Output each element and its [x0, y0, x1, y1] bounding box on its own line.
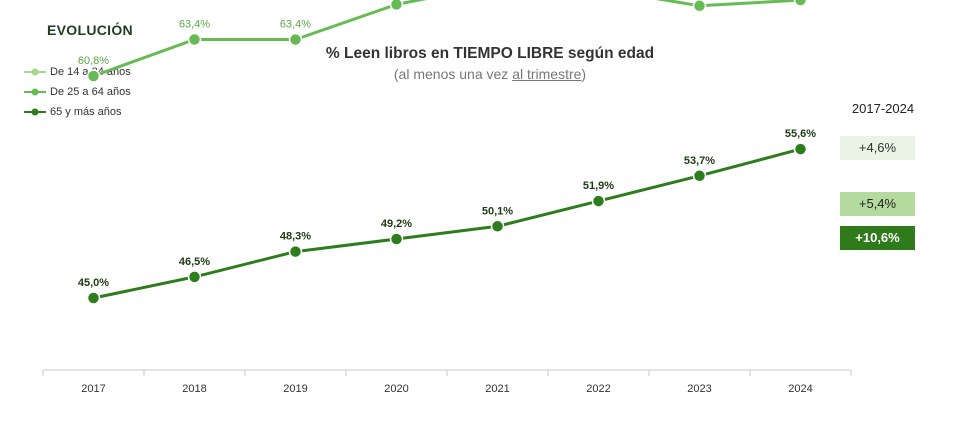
x-tick-label: 2020	[384, 383, 408, 395]
x-tick-label: 2018	[182, 383, 206, 395]
x-tick-label: 2017	[81, 383, 105, 395]
data-label: 63,4%	[179, 19, 210, 31]
x-tick-label: 2024	[788, 383, 812, 395]
legend-marker-25-64	[24, 88, 46, 96]
data-point	[86, 69, 101, 83]
data-point	[793, 142, 808, 156]
subtitle-text-start: (al menos una vez	[393, 66, 513, 82]
data-point	[187, 270, 202, 284]
data-point	[692, 0, 707, 13]
data-point	[288, 32, 303, 47]
subtitle-underlined: al trimestre	[512, 66, 582, 82]
data-label: 53,7%	[684, 155, 715, 167]
data-label: 45,0%	[78, 277, 109, 289]
chart-subtitle: (al menos una vez al trimestre)	[0, 66, 980, 82]
data-label: 48,3%	[280, 231, 311, 243]
data-point	[692, 169, 707, 183]
data-label: 46,5%	[179, 256, 210, 268]
legend-label: 65 y más años	[50, 106, 122, 118]
legend-marker-65-plus	[24, 108, 46, 116]
legend-marker-14-24	[24, 68, 46, 76]
chart-title: % Leen libros en TIEMPO LIBRE según edad	[325, 45, 655, 62]
section-label: EVOLUCIÓN	[47, 22, 133, 38]
data-label: 50,1%	[482, 205, 513, 217]
x-tick-label: 2022	[586, 383, 610, 395]
data-label: 63,4%	[280, 19, 311, 31]
legend-label: De 25 a 64 años	[50, 86, 131, 98]
data-label: 60,8%	[78, 55, 109, 67]
data-point	[591, 194, 606, 208]
change-badge-65-plus: +10,6%	[840, 226, 915, 250]
change-badge-14-24: +4,6%	[840, 136, 915, 160]
change-period-label: 2017-2024	[851, 101, 915, 116]
x-tick-label: 2019	[283, 383, 307, 395]
legend-item-25-64: De 25 a 64 años	[24, 82, 131, 102]
data-label: 55,6%	[785, 128, 816, 140]
data-label: 49,2%	[381, 218, 412, 230]
data-point	[389, 0, 404, 12]
data-point	[288, 244, 303, 259]
data-point	[490, 219, 505, 234]
series-line	[93, 147, 801, 300]
series-line	[92, 0, 801, 78]
change-badge-25-64: +5,4%	[840, 192, 915, 216]
x-tick-label: 2023	[687, 383, 711, 395]
data-point	[793, 0, 808, 7]
data-point	[389, 232, 404, 246]
x-tick-label: 2021	[485, 383, 509, 395]
subtitle-text-end: )	[581, 66, 587, 82]
legend-item-65-plus: 65 y más años	[24, 102, 131, 122]
data-label: 51,9%	[583, 180, 614, 192]
data-point	[187, 32, 202, 47]
data-point	[86, 291, 101, 305]
